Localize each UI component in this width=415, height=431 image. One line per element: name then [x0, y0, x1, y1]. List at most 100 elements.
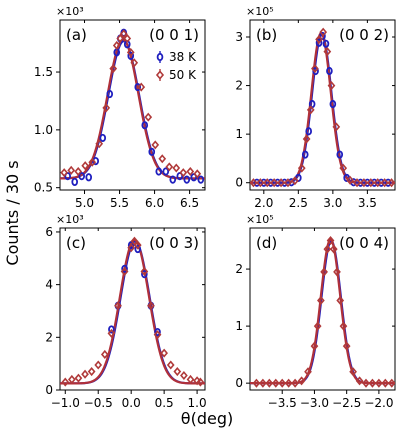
data-point-38k [377, 178, 385, 187]
data-point-50k [291, 378, 299, 388]
panel-label: (c) [66, 234, 86, 252]
data-point-38k [357, 178, 364, 187]
data-point-50k [153, 330, 162, 340]
data-point-50k [107, 328, 116, 338]
data-point-50k [342, 341, 351, 351]
data-point-50k [186, 166, 195, 177]
data-point-50k [326, 236, 335, 246]
plot-frame [59, 227, 206, 391]
data-point-50k [252, 378, 261, 388]
data-point-38k [281, 178, 288, 187]
data-point-50k [349, 367, 357, 377]
data-point-50k [74, 373, 83, 383]
data-point-50k [102, 103, 111, 113]
data-point-50k [323, 244, 332, 254]
data-point-38k [78, 172, 86, 181]
y-tick-label: 0 [45, 383, 53, 397]
y-multiplier: ×10⁵ [246, 213, 274, 226]
data-point-50k [172, 163, 181, 173]
x-tick-label: 2.5 [289, 196, 308, 210]
data-point-50k [250, 178, 258, 188]
data-point-50k [327, 81, 336, 91]
x-tick-label: 1.0 [188, 396, 207, 410]
x-tick-label: 5.0 [75, 196, 94, 210]
y-tick-label: 0 [235, 376, 243, 390]
data-point-50k [380, 178, 389, 188]
data-point-38k [370, 178, 378, 187]
data-point-38k [322, 39, 330, 48]
fit-curve-38k [250, 33, 395, 184]
data-point-50k [320, 267, 328, 277]
data-point-50k [114, 301, 122, 311]
x-tick-label: 2.0 [254, 196, 273, 210]
data-point-38k [305, 127, 312, 136]
data-point-50k [67, 165, 76, 175]
data-point-38k [364, 178, 371, 187]
data-point-50k [366, 178, 375, 188]
data-point-50k [180, 370, 188, 381]
data-point-38k [71, 177, 79, 187]
data-point-50k [339, 163, 348, 173]
panel-4: −3.5 −3.0 −2.5 −2.0 0 1 2 ×10⁵ (d) (0 0 4) [235, 213, 396, 410]
data-point-50k [123, 33, 132, 44]
data-point-50k [147, 301, 155, 311]
data-point-38k [336, 150, 344, 159]
plot-area [250, 27, 395, 188]
y-tick-label: 0 [235, 176, 243, 190]
data-point-50k [373, 178, 382, 188]
data-point-50k [278, 378, 287, 388]
data-point-38k [169, 175, 177, 184]
data-point-50k [355, 376, 364, 386]
y-tick-label: 2 [235, 79, 243, 93]
data-point-38k [127, 51, 135, 60]
data-point-50k [112, 40, 121, 50]
data-point-38k [183, 175, 191, 184]
x-tick-label: 5.5 [110, 196, 129, 210]
data-point-50k [61, 377, 70, 387]
y-tick-label: 1.5 [34, 65, 53, 79]
data-point-38k [154, 327, 161, 337]
y-multiplier: ×10³ [56, 5, 84, 18]
data-point-38k [141, 269, 148, 279]
data-point-50k [336, 295, 345, 305]
data-point-50k [81, 161, 90, 171]
data-point-50k [130, 58, 139, 68]
data-point-38k [148, 147, 156, 156]
data-point-50k [166, 360, 175, 370]
reflection-label: (0 0 2) [339, 26, 389, 44]
x-tick-label: 0.5 [155, 396, 174, 410]
data-point-50k [332, 122, 341, 132]
data-point-50k [315, 34, 323, 44]
data-point-50k [173, 367, 182, 377]
data-point-50k [127, 243, 136, 253]
data-point-50k [362, 378, 370, 388]
data-point-38k [260, 178, 268, 187]
reflection-label: (0 0 3) [149, 234, 199, 252]
data-point-50k [60, 168, 69, 178]
data-point-50k [291, 176, 299, 186]
x-tick-label: 0.0 [122, 396, 141, 410]
plot-area [60, 28, 205, 187]
data-point-50k [81, 369, 89, 379]
data-point-50k [109, 64, 118, 74]
y-tick-label: 4 [45, 278, 53, 292]
x-tick-label: −2.5 [332, 396, 361, 410]
plot-frame [249, 19, 396, 191]
plot-frame [59, 19, 206, 191]
data-point-38k [155, 167, 163, 176]
data-point-50k [368, 378, 377, 388]
data-point-50k [160, 348, 168, 358]
data-point-50k [95, 139, 104, 149]
data-point-50k [323, 47, 332, 57]
data-point-50k [353, 178, 361, 188]
fit-curve-38k [250, 239, 395, 385]
data-point-50k [263, 178, 272, 188]
data-point-50k [94, 360, 103, 370]
x-tick-label: 3.5 [358, 196, 377, 210]
data-point-50k [360, 178, 368, 188]
data-point-38k [301, 150, 309, 159]
plot-area [250, 236, 395, 388]
fit-curve-38k [60, 240, 205, 385]
panel-label: (d) [256, 234, 277, 252]
data-point-50k [277, 178, 285, 188]
